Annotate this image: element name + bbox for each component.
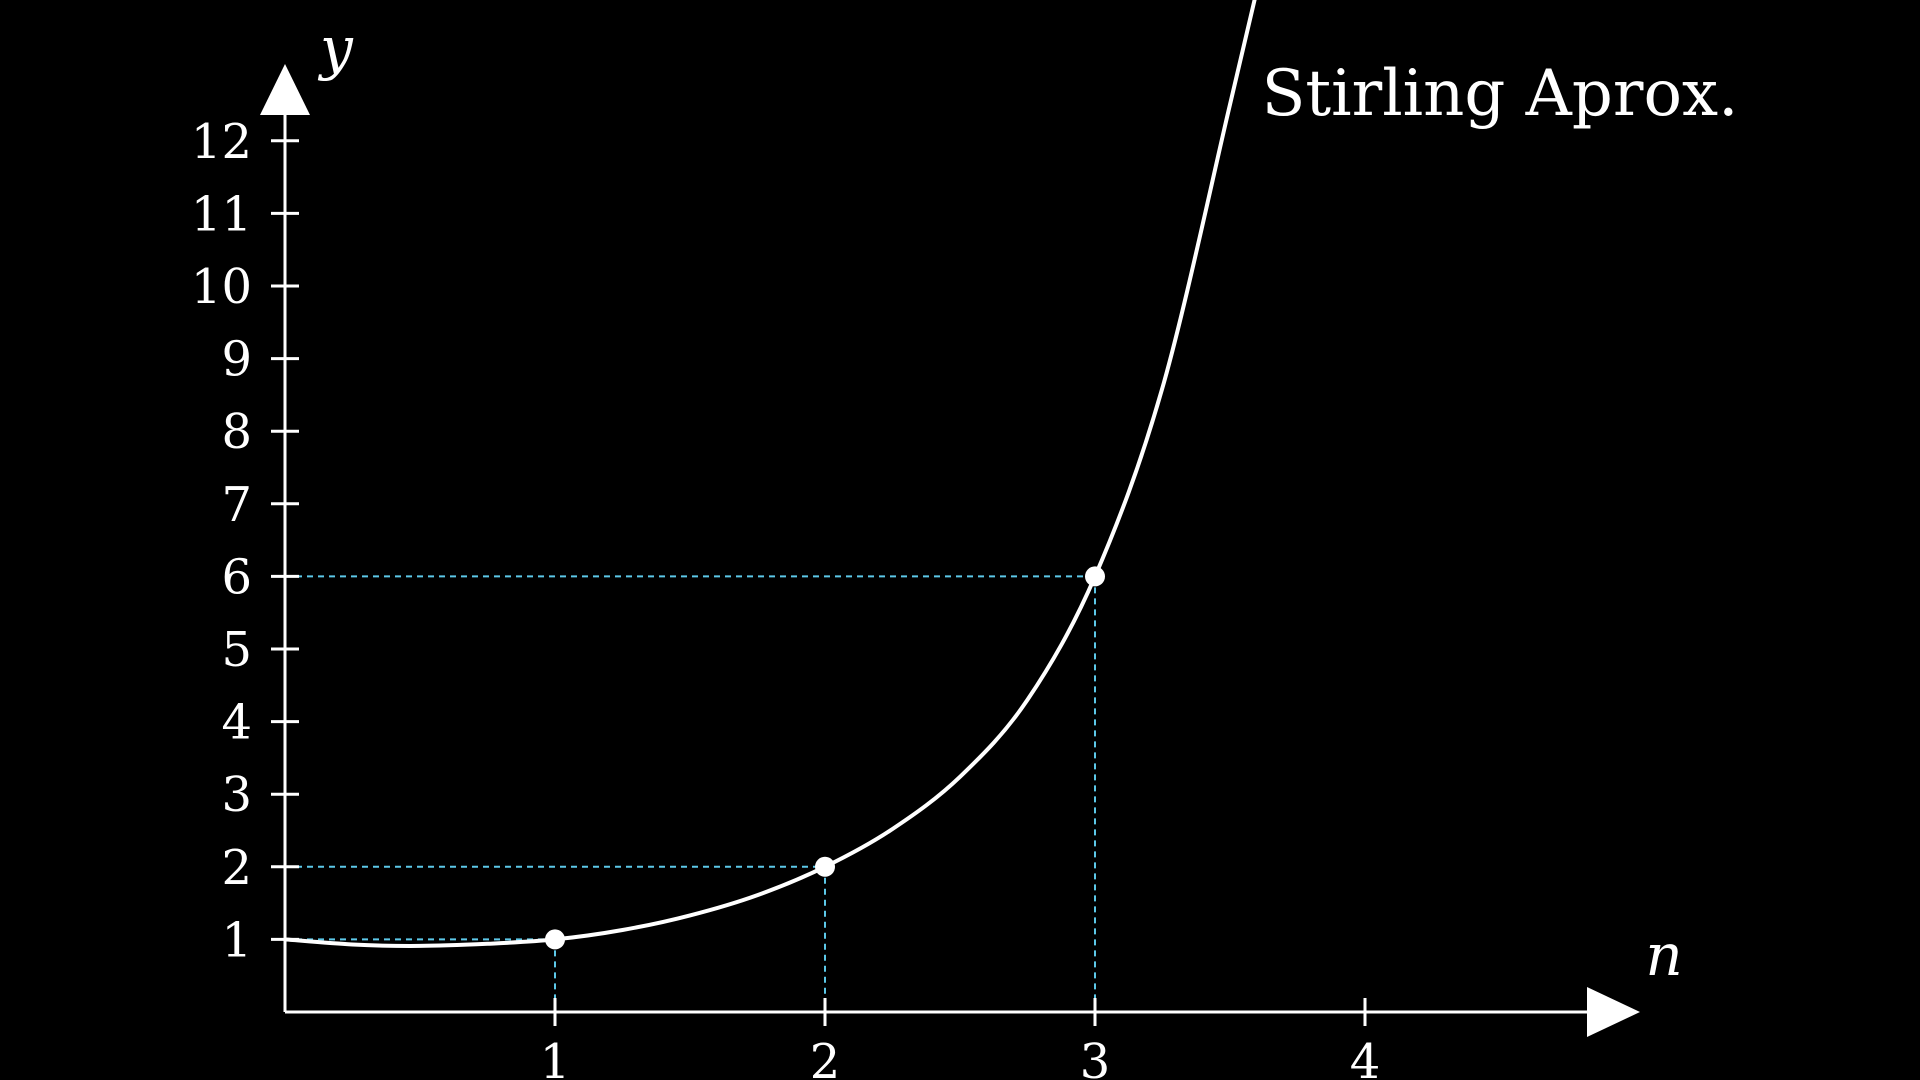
x-tick-label-4: 4: [1350, 1034, 1381, 1080]
points-layer: [545, 566, 1105, 950]
stirling-curve: [283, 0, 1257, 948]
y-tick-label-6: 6: [221, 549, 252, 605]
y-tick-label-10: 10: [191, 259, 252, 315]
guide-lines: [285, 575, 1096, 1012]
y-tick-label-9: 9: [221, 332, 252, 388]
data-point-1: [545, 929, 565, 950]
y-tick-label-4: 4: [221, 695, 252, 751]
x-tick-label-2: 2: [810, 1034, 841, 1080]
data-point-2: [815, 856, 835, 877]
y-axis-label: y: [317, 14, 354, 82]
x-tick-label-1: 1: [540, 1034, 571, 1080]
y-tick-label-8: 8: [221, 404, 252, 460]
labels: y n Stirling Aprox.: [317, 14, 1738, 989]
y-tick-label-7: 7: [221, 477, 252, 533]
x-axis-arrow: [1587, 987, 1640, 1037]
y-tick-label-1: 1: [221, 912, 252, 968]
y-axis-arrow: [260, 64, 310, 115]
y-tick-label-2: 2: [221, 840, 252, 896]
y-tick-label-11: 11: [191, 186, 252, 242]
chart-title: Stirling Aprox.: [1262, 57, 1739, 131]
y-tick-label-5: 5: [221, 622, 252, 678]
x-tick-label-3: 3: [1080, 1034, 1111, 1080]
x-axis-label: n: [1645, 921, 1682, 989]
data-point-3: [1085, 566, 1105, 587]
y-tick-label-12: 12: [191, 114, 252, 170]
curve-layer: [283, 0, 1257, 948]
y-tick-label-3: 3: [221, 767, 252, 823]
axes: [260, 64, 1640, 1037]
